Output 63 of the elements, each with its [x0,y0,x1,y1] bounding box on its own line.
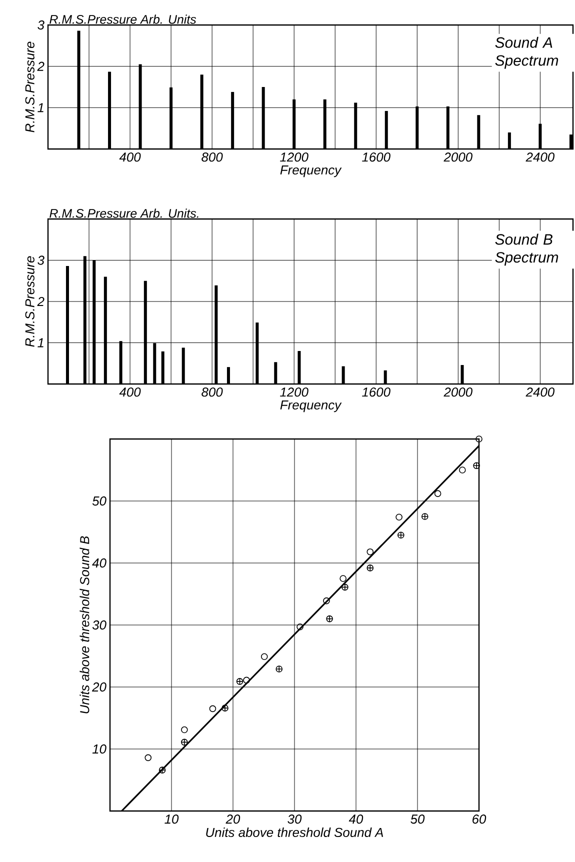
x-tick-label: 800 [202,388,223,397]
x-axis-title: Units above threshold Sound A [206,828,384,838]
x-tick-label: 2400 [526,152,554,162]
point [396,514,402,521]
point [340,575,346,582]
y-tick-label: 40 [92,558,106,568]
x-tick-label: 20 [226,814,240,824]
y-tick-label: 20 [92,682,106,692]
point [276,666,283,672]
x-axis-title: Frequency [280,400,342,412]
text: R.M.S.Pressure Arb. Units. [50,208,198,218]
point [209,705,216,712]
text: R.M.S.Pressure Arb. Units [50,14,196,24]
x-tick-label: 60 [472,814,486,824]
y-tick-label: 1 [38,338,44,348]
point [222,704,228,712]
x-tick-label: 2000 [444,388,472,397]
point [366,548,374,556]
x-tick-label: 1600 [362,388,390,397]
x-tick-label: 1200 [280,388,308,397]
point [434,490,442,497]
point [158,766,166,774]
point [144,754,152,762]
x-tick-label: 2400 [526,388,554,397]
point [326,615,333,622]
x-tick-label: 400 [119,152,141,162]
point [243,676,250,684]
x-tick-label: 50 [410,814,425,824]
point [236,678,244,685]
x-tick-label: 10 [164,814,179,824]
y-tick-label: 2 [37,62,44,71]
point [366,564,374,572]
y-tick-label: 3 [38,20,44,30]
point [458,466,466,474]
x-tick-label: 400 [119,388,141,397]
point [181,738,188,746]
x-tick-label: 1600 [362,152,390,162]
point [296,623,304,630]
x-tick-label: 2000 [444,152,472,162]
point [181,726,188,734]
text: Sound B Spectrum [495,234,558,266]
y-tick-label: 1 [38,103,44,112]
x-tick-label: 800 [202,152,223,162]
y-tick-label: 2 [37,296,44,306]
y-axis-title: R.M.S.Pressure [25,256,34,347]
y-tick-label: 50 [92,496,106,506]
point [473,462,480,470]
y-tick-label: 3 [38,256,44,265]
x-tick-label: 1200 [280,152,308,162]
point [397,532,404,538]
point [323,597,330,604]
x-tick-label: 40 [348,814,364,824]
point [260,653,268,660]
y-tick-label: 10 [92,744,106,754]
text: Sound A Spectrum [495,36,558,69]
x-tick-label: 30 [288,814,302,824]
point [476,436,482,442]
y-axis-title: R.M.S.Pressure [25,42,34,132]
point [342,584,348,591]
y-tick-label: 30 [92,620,106,630]
point [421,513,428,520]
x-axis-title: Frequency [280,166,342,178]
y-axis-title: Units above threshold Sound B [80,536,90,714]
